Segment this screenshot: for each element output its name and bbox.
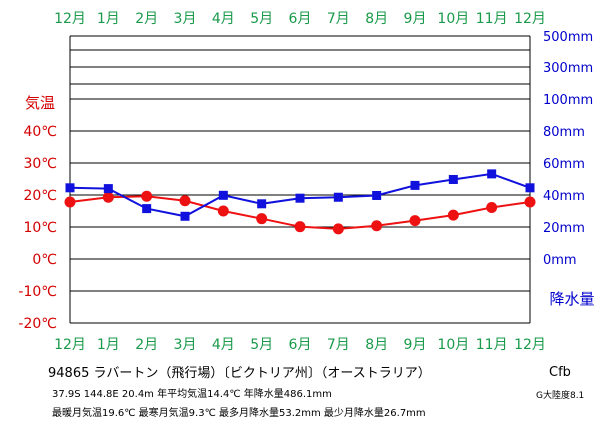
bottom-month-label: 4月 (212, 337, 235, 353)
temperature-point (524, 196, 536, 208)
top-month-label: 1月 (97, 11, 120, 27)
top-month-label: 12月 (54, 11, 86, 27)
precipitation-point (448, 174, 458, 184)
bottom-month-label: 1月 (97, 337, 120, 353)
temperature-point (256, 213, 268, 225)
temperature-point (102, 191, 114, 203)
precipitation-tick-label: 40mm (543, 189, 585, 204)
top-month-label: 2月 (135, 11, 158, 27)
precipitation-tick-label: 100mm (543, 93, 593, 108)
top-month-label: 3月 (174, 11, 197, 27)
top-month-label: 12月 (514, 11, 546, 27)
temperature-axis-title: 気温 (25, 94, 55, 112)
temperature-point (447, 209, 459, 221)
top-month-label: 5月 (250, 11, 273, 27)
precipitation-point (65, 183, 75, 193)
precipitation-tick-label: 0mm (543, 253, 577, 268)
bottom-month-labels: 12月 1月 2月 3月 4月 5月 6月 7月 8月 9月 10月 11月 12月 (54, 337, 546, 353)
temperature-point (294, 221, 306, 233)
precipitation-point (295, 193, 305, 203)
top-month-label: 4月 (212, 11, 235, 27)
precipitation-point (372, 190, 382, 200)
bottom-month-label: 9月 (404, 337, 427, 353)
temperature-point (371, 220, 383, 232)
temperature-tick-label: 0℃ (32, 252, 57, 268)
bottom-month-label: 11月 (476, 337, 508, 353)
bottom-month-label: 12月 (514, 337, 546, 353)
precipitation-point (333, 192, 343, 202)
temperature-tick-label: -20℃ (18, 316, 57, 332)
bottom-month-label: 10月 (437, 337, 469, 353)
top-month-label: 6月 (289, 11, 312, 27)
top-month-label: 8月 (365, 11, 388, 27)
precipitation-point (487, 169, 497, 179)
temperature-tick-label: -10℃ (18, 284, 57, 300)
precipitation-axis-ticks: 0mm 20mm 40mm 60mm 80mm 100mm 300mm 500mm (543, 30, 593, 268)
temperature-point (409, 215, 421, 227)
precipitation-point (218, 190, 228, 200)
precipitation-point (525, 183, 535, 193)
precipitation-point (142, 204, 152, 214)
precipitation-tick-label: 500mm (543, 30, 593, 45)
temperature-point (217, 205, 229, 217)
top-month-label: 9月 (404, 11, 427, 27)
temperature-point (179, 195, 191, 207)
series-layer (64, 169, 536, 235)
precipitation-tick-label: 300mm (543, 61, 593, 76)
temperature-tick-label: 20℃ (23, 188, 57, 204)
top-month-label: 7月 (327, 11, 350, 27)
temperature-tick-label: 40℃ (23, 124, 57, 140)
precipitation-point (257, 199, 267, 209)
bottom-month-label: 7月 (327, 337, 350, 353)
bottom-month-label: 8月 (365, 337, 388, 353)
precipitation-point (410, 180, 420, 190)
precipitation-tick-label: 80mm (543, 125, 585, 140)
top-month-labels: 12月 1月 2月 3月 4月 5月 6月 7月 8月 9月 10月 11月 12月 (54, 11, 546, 27)
temperature-point (332, 223, 344, 235)
precipitation-axis-title: 降水量 (549, 290, 594, 308)
temperature-point (141, 190, 153, 202)
temperature-point (486, 201, 498, 213)
bottom-month-label: 2月 (135, 337, 158, 353)
top-month-label: 10月 (437, 11, 469, 27)
temperature-axis-ticks: 40℃ 30℃ 20℃ 10℃ 0℃ -10℃ -20℃ (18, 124, 57, 332)
precipitation-tick-label: 20mm (543, 221, 585, 236)
grid-lines (69, 35, 531, 324)
precipitation-point (180, 211, 190, 221)
bottom-month-label: 5月 (250, 337, 273, 353)
bottom-month-label: 12月 (54, 337, 86, 353)
temperature-point (64, 196, 76, 208)
temperature-tick-label: 30℃ (23, 156, 57, 172)
precipitation-point (103, 184, 113, 194)
top-month-label: 11月 (476, 11, 508, 27)
temperature-tick-label: 10℃ (23, 220, 57, 236)
bottom-month-label: 6月 (289, 337, 312, 353)
bottom-month-label: 3月 (174, 337, 197, 353)
precipitation-tick-label: 60mm (543, 157, 585, 172)
